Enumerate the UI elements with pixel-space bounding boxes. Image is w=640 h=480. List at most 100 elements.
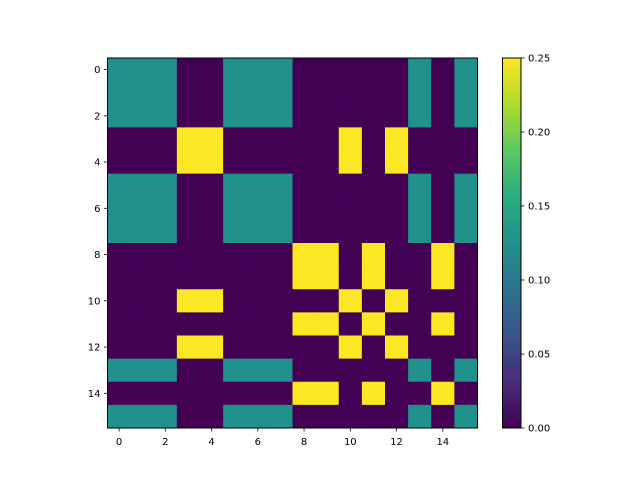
heatmap-cell	[361, 150, 386, 175]
heatmap-cell	[408, 335, 432, 360]
heatmap-cell	[153, 58, 178, 82]
heatmap-cell	[431, 81, 455, 105]
heatmap-cell	[431, 196, 455, 221]
heatmap-cell	[107, 266, 132, 290]
x-tick-label: 0	[116, 437, 122, 448]
colorbar: 0.00 0.05 0.10 0.15 0.20 0.25	[502, 54, 550, 435]
heatmap-cell	[107, 196, 132, 221]
heatmap-cell	[107, 358, 132, 383]
heatmap-cell	[361, 104, 386, 128]
heatmap-cell	[315, 312, 340, 336]
heatmap-cell	[130, 173, 155, 198]
heatmap-cell	[292, 196, 317, 221]
heatmap-cell	[176, 404, 201, 429]
heatmap-cell	[338, 150, 363, 175]
heatmap-cell	[176, 381, 201, 406]
heatmap-cell	[223, 81, 247, 105]
heatmap-cell	[246, 81, 270, 105]
heatmap-cell	[431, 266, 455, 290]
heatmap-cell	[223, 381, 247, 406]
y-tick-label: 8	[94, 250, 100, 261]
heatmap-cell	[431, 104, 455, 128]
heatmap-cell	[130, 219, 155, 244]
heatmap-cell	[107, 335, 132, 360]
heatmap-cell	[176, 81, 201, 105]
heatmap-cell	[269, 219, 293, 244]
heatmap-cell	[223, 335, 247, 360]
heatmap-cell	[454, 335, 478, 360]
heatmap-cell	[315, 104, 340, 128]
heatmap-cell	[315, 58, 340, 82]
colorbar-tick-label: 0.00	[528, 424, 550, 435]
heatmap-cell	[200, 127, 224, 151]
heatmap-cell	[408, 381, 432, 406]
heatmap-cell	[176, 173, 201, 198]
heatmap-cell	[454, 58, 478, 82]
heatmap-cell	[361, 289, 386, 313]
heatmap-cell	[200, 219, 224, 244]
heatmap-cell	[130, 58, 155, 82]
heatmap-cell	[408, 219, 432, 244]
colorbar-tick-label: 0.15	[528, 202, 550, 213]
heatmap-cell	[200, 312, 224, 336]
heatmap-cell	[408, 104, 432, 128]
colorbar-tick-label: 0.10	[528, 276, 550, 287]
heatmap-cell	[200, 104, 224, 128]
heatmap-cell	[269, 312, 293, 336]
heatmap-cell	[223, 127, 247, 151]
heatmap-cell	[338, 196, 363, 221]
heatmap-cell	[130, 104, 155, 128]
heatmap-cell	[408, 196, 432, 221]
heatmap-cell	[292, 312, 317, 336]
colorbar-tick-label: 0.05	[528, 350, 550, 361]
heatmap-cell	[153, 81, 178, 105]
heatmap-cell	[408, 127, 432, 151]
heatmap-cell	[200, 289, 224, 313]
heatmap-cell	[107, 289, 132, 313]
heatmap-cell	[361, 312, 386, 336]
heatmap-cell	[454, 289, 478, 313]
heatmap-cell	[107, 173, 132, 198]
heatmap-cell	[246, 219, 270, 244]
heatmap-cells	[107, 58, 478, 429]
plot-frame	[107, 57, 478, 429]
heatmap-cell	[338, 58, 363, 82]
heatmap-cell	[107, 150, 132, 175]
heatmap-cell	[246, 404, 270, 429]
heatmap-cell	[107, 381, 132, 406]
heatmap-cell	[431, 358, 455, 383]
heatmap-cell	[200, 150, 224, 175]
heatmap-cell	[454, 196, 478, 221]
heatmap-cell	[361, 404, 386, 429]
heatmap-cell	[107, 404, 132, 429]
y-tick-label: 0	[94, 65, 100, 76]
heatmap-cell	[153, 312, 178, 336]
heatmap-cell	[176, 196, 201, 221]
heatmap-cell	[338, 381, 363, 406]
heatmap-cell	[431, 289, 455, 313]
heatmap-cell	[408, 58, 432, 82]
heatmap-cell	[130, 289, 155, 313]
heatmap-cell	[269, 266, 293, 290]
heatmap-cell	[176, 312, 201, 336]
heatmap-cell	[431, 58, 455, 82]
heatmap-cell	[153, 335, 178, 360]
heatmap-cell	[200, 58, 224, 82]
heatmap-cell	[408, 173, 432, 198]
heatmap-cell	[153, 196, 178, 221]
heatmap-cell	[130, 335, 155, 360]
heatmap-cell	[454, 381, 478, 406]
heatmap-cell	[153, 404, 178, 429]
heatmap-cell	[431, 312, 455, 336]
heatmap-cell	[385, 104, 409, 128]
y-tick-label: 10	[88, 296, 101, 307]
heatmap-cell	[223, 358, 247, 383]
heatmap-cell	[200, 266, 224, 290]
heatmap-cell	[223, 266, 247, 290]
heatmap-cell	[361, 335, 386, 360]
heatmap-cell	[338, 312, 363, 336]
heatmap-cell	[292, 358, 317, 383]
heatmap-cell	[107, 219, 132, 244]
y-tick-label: 2	[94, 111, 100, 122]
heatmap-cell	[246, 243, 270, 267]
